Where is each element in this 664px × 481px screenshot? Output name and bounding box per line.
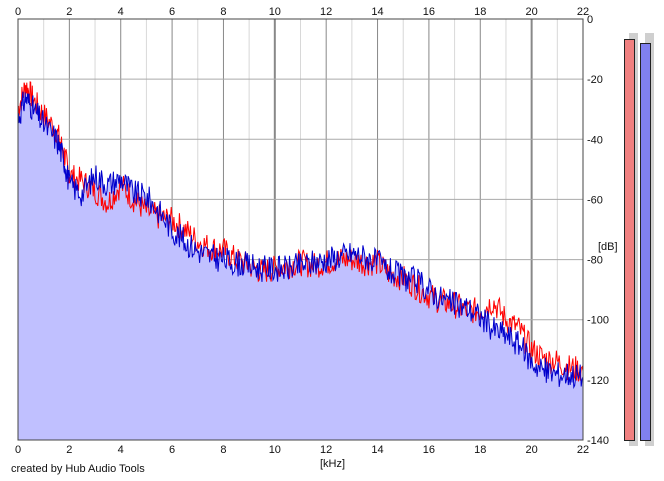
- x-tick-label: 20: [526, 444, 538, 456]
- x-tick-label: 6: [169, 6, 175, 18]
- x-tick-label: 14: [371, 444, 383, 456]
- x-tick-label: 10: [269, 444, 281, 456]
- y-tick-labels: 0 -20 -40 -60 -80 -100 -120 -140: [587, 14, 609, 447]
- y-tick-label: -20: [587, 74, 603, 86]
- x-tick-label: 10: [269, 6, 281, 18]
- plot-frame: [17, 18, 584, 441]
- x-tick-label: 18: [474, 444, 486, 456]
- y-tick-label: -60: [587, 194, 603, 206]
- y-tick-label: -140: [587, 435, 609, 447]
- x-tick-label: 16: [423, 6, 435, 18]
- x-tick-label: 12: [320, 6, 332, 18]
- x-tick-label: 18: [474, 6, 486, 18]
- right-channel-level-meter: [640, 43, 651, 441]
- x-tick-label: 6: [169, 444, 175, 456]
- x-tick-label: 14: [371, 6, 383, 18]
- y-tick-label: -120: [587, 375, 609, 387]
- x-tick-label: 4: [118, 6, 124, 18]
- x-tick-label: 22: [577, 6, 589, 18]
- x-tick-label: 0: [15, 6, 21, 18]
- x-tick-label: 4: [118, 444, 124, 456]
- x-tick-label: 8: [220, 6, 226, 18]
- x-tick-label: 0: [15, 444, 21, 456]
- credit-text: created by Hub Audio Tools: [11, 463, 145, 475]
- y-tick-label: -100: [587, 315, 609, 327]
- x-axis-unit: [kHz]: [320, 458, 346, 470]
- y-tick-label: -80: [587, 255, 603, 267]
- x-tick-label: 2: [66, 6, 72, 18]
- x-tick-label: 20: [526, 6, 538, 18]
- x-tick-label: 2: [66, 444, 72, 456]
- x-tick-labels-bottom: 0 2 4 6 8 10 12 14 16 18 20 22: [15, 444, 589, 456]
- y-axis-unit: [dB]: [598, 241, 618, 253]
- y-tick-label: 0: [587, 14, 593, 26]
- y-tick-label: -40: [587, 134, 603, 146]
- spectrum-line-blue: [17, 91, 584, 390]
- x-tick-label: 22: [577, 444, 589, 456]
- x-tick-label: 16: [423, 444, 435, 456]
- x-tick-labels-top: 0 2 4 6 8 10 12 14 16 18 20 22: [15, 6, 589, 18]
- x-tick-label: 8: [220, 444, 226, 456]
- x-tick-label: 12: [320, 444, 332, 456]
- left-channel-level-meter: [624, 39, 635, 441]
